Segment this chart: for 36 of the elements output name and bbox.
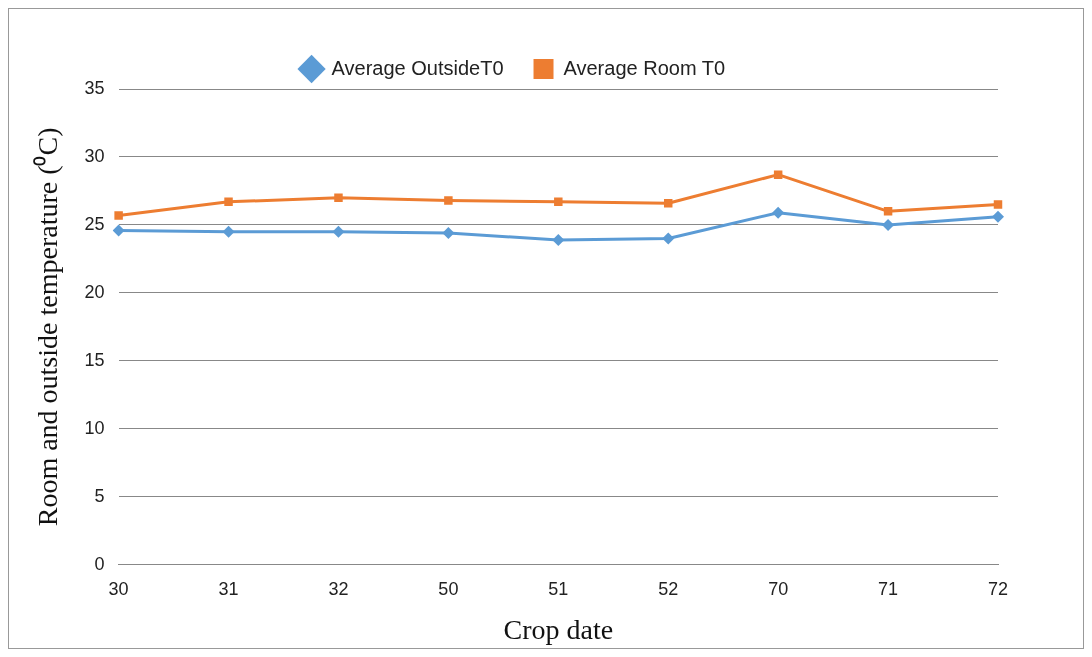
x-axis-title: Crop date <box>503 613 614 645</box>
x-tick-label: 52 <box>658 578 679 599</box>
point <box>993 200 1003 209</box>
point <box>772 206 785 219</box>
y-tick-label: 10 <box>84 417 105 438</box>
point <box>554 197 563 207</box>
point <box>773 170 783 179</box>
x-tick-label: 32 <box>328 578 349 599</box>
point <box>444 196 453 205</box>
y-tick-label: 20 <box>84 281 105 302</box>
point <box>332 225 345 238</box>
y-tick-label: 0 <box>94 553 105 574</box>
point <box>334 193 343 202</box>
x-tick-label: 72 <box>987 578 1009 599</box>
legend-label: Average OutsideT0 <box>331 56 504 79</box>
x-tick-label: 31 <box>218 578 239 599</box>
x-tick-label: 71 <box>878 578 899 599</box>
y-tick-label: 35 <box>84 77 105 98</box>
x-tick-label: 50 <box>438 578 459 599</box>
point <box>883 207 893 216</box>
x-tick-label: 51 <box>548 578 569 599</box>
x-tick-label: 30 <box>108 578 129 599</box>
point <box>992 210 1004 223</box>
point <box>662 232 675 245</box>
y-tick-label: 30 <box>84 145 105 166</box>
legend-label: Average Room T0 <box>563 56 726 79</box>
point <box>222 225 235 238</box>
x-tick-label: 70 <box>768 578 789 599</box>
y-tick-label: 5 <box>94 485 105 506</box>
y-axis-title: Room and outside temperature (⁰C) <box>32 127 64 527</box>
point <box>224 197 233 207</box>
point <box>442 227 455 240</box>
y-tick-label: 25 <box>84 213 105 234</box>
point <box>114 211 123 220</box>
y-tick-label: 15 <box>84 349 105 370</box>
point <box>112 224 125 237</box>
